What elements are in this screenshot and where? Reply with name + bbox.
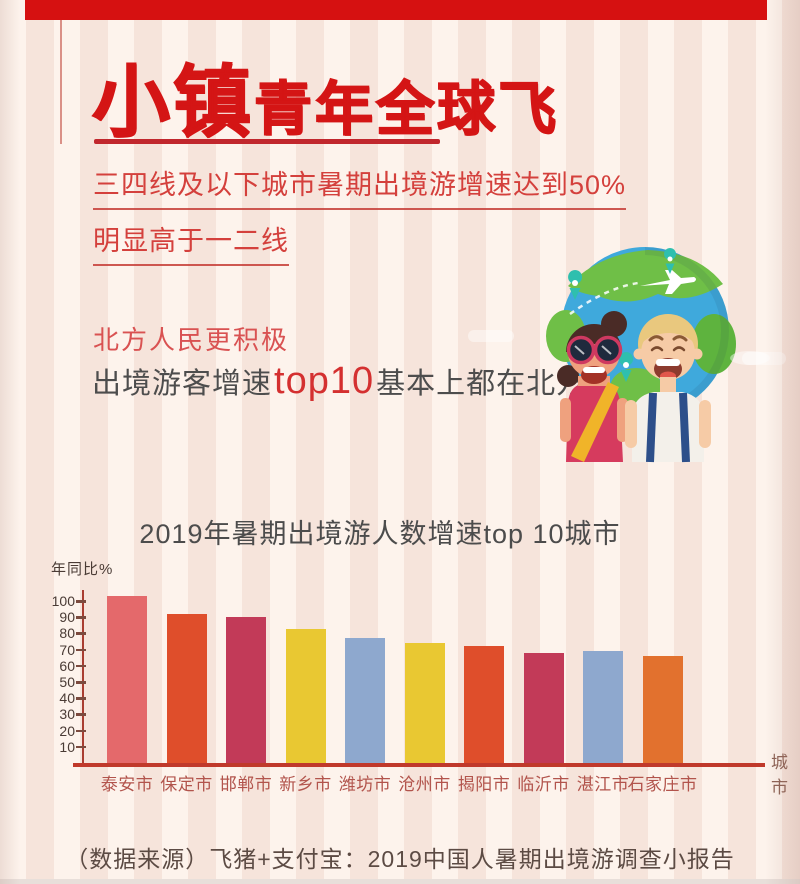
highlight-line-1: 北方人民更积极 (93, 325, 290, 355)
woman-traveler (557, 311, 628, 462)
data-source-note: （数据来源）飞猪+支付宝：2019中国人暑期出境游调查小报告 (65, 846, 735, 872)
bar-泰安市 (107, 596, 147, 763)
airplane-icon (640, 270, 696, 294)
y-tick-label-30: 30 (59, 706, 75, 723)
subtitle-line-2: 明显高于一二线 (93, 219, 289, 266)
x-label-湛江市: 湛江市 (576, 775, 630, 794)
y-tick-mark-20 (76, 729, 86, 733)
bar-石家庄市 (642, 656, 683, 763)
y-tick-label-10: 10 (59, 738, 75, 755)
bar-chart: 年同比% 城市 10 20 30 40 50 60 70 80 90 100 泰安市 保定市 邯郸市 新乡… (45, 556, 795, 816)
page-title-rest: 青年全球飞 (253, 76, 560, 143)
x-axis-line (73, 763, 765, 767)
y-tick-label-90: 90 (59, 609, 75, 626)
flight-path (569, 281, 639, 316)
cloud-shape (742, 352, 786, 365)
y-tick-mark-40 (76, 697, 86, 700)
bar-临沂市 (523, 652, 564, 763)
cloud-shape (468, 330, 514, 342)
x-label-揭阳市: 揭阳市 (457, 775, 511, 794)
highlight-line-2: 出境游客增速 top10 基本上都在北方 (92, 360, 586, 403)
y-tick-label-80: 80 (59, 625, 75, 642)
highlight-pre: 出境游客增速 (92, 368, 273, 400)
bar-邯郸市 (226, 617, 266, 763)
bar-沧州市 (404, 643, 445, 763)
bar-揭阳市 (464, 646, 504, 763)
y-axis-label: 年同比% (51, 561, 114, 578)
chart-title: 2019年暑期出境游人数增速top 10城市 (139, 519, 621, 549)
y-tick-mark-100 (76, 600, 86, 603)
title-underline (94, 139, 440, 144)
left-accent-line (60, 20, 62, 144)
y-tick-mark-90 (76, 616, 86, 619)
y-tick-mark-30 (76, 713, 86, 716)
y-tick-mark-60 (76, 664, 86, 668)
location-pin-icon (664, 248, 677, 274)
y-tick-mark-50 (76, 681, 86, 684)
page-title-emphasis: 小镇 (91, 57, 255, 147)
bar-保定市 (166, 613, 207, 763)
page-title: 小镇 青年全球飞 (91, 40, 560, 152)
bottom-edge (0, 879, 800, 884)
bar-湛江市 (583, 651, 623, 763)
subtitle-line-1: 三四线及以下城市暑期出境游增速达到50% (93, 163, 627, 210)
y-tick-label-70: 70 (59, 641, 75, 658)
y-tick-mark-10 (76, 745, 86, 749)
x-label-石家庄市: 石家庄市 (627, 775, 698, 794)
x-label-临沂市: 临沂市 (517, 775, 570, 794)
x-label-泰安市: 泰安市 (100, 775, 154, 794)
y-tick-mark-80 (76, 632, 86, 635)
location-pin-icon (568, 270, 583, 300)
x-label-潍坊市: 潍坊市 (338, 775, 392, 794)
travelers-globe-illustration (546, 247, 770, 463)
x-axis-label: 城市 (771, 753, 788, 797)
top-red-bar (25, 0, 767, 20)
y-tick-label-20: 20 (59, 722, 75, 739)
x-label-新乡市: 新乡市 (279, 775, 332, 794)
bar-新乡市 (285, 628, 326, 763)
x-label-沧州市: 沧州市 (398, 775, 451, 794)
highlight-top10: top10 (274, 360, 375, 402)
y-tick-label-40: 40 (59, 690, 75, 707)
man-traveler (625, 314, 711, 463)
y-tick-label-60: 60 (59, 657, 75, 674)
highlight-post: 基本上都在北方 (376, 368, 587, 400)
location-pin-icon (619, 352, 634, 382)
x-label-保定市: 保定市 (160, 775, 213, 794)
y-axis-line (82, 590, 84, 767)
y-tick-label-100: 100 (51, 593, 75, 609)
x-label-邯郸市: 邯郸市 (219, 775, 273, 794)
y-tick-mark-70 (76, 648, 86, 652)
y-tick-label-50: 50 (59, 674, 75, 690)
bar-潍坊市 (345, 638, 385, 763)
